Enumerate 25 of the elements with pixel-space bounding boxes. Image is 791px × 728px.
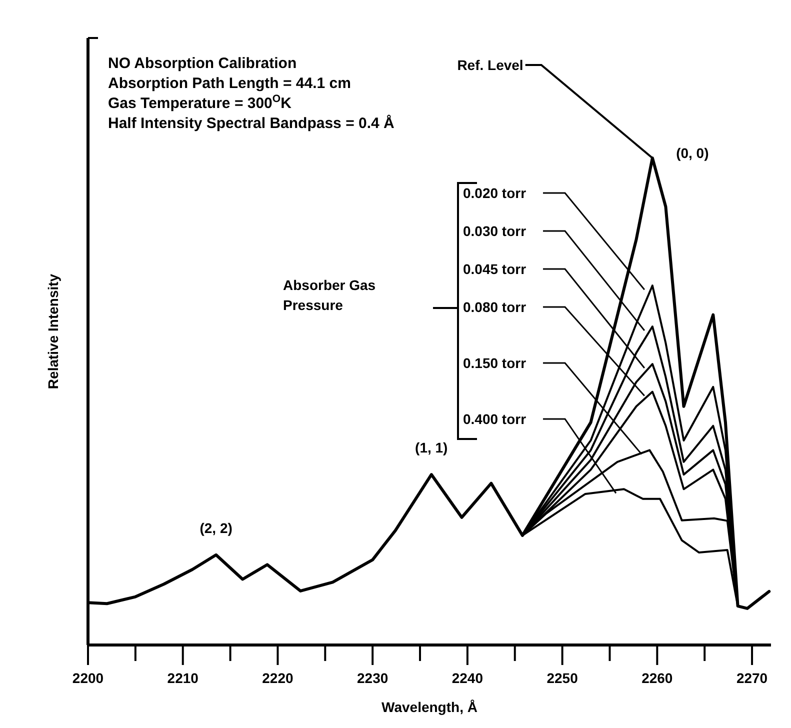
- annotation: (0, 0): [676, 145, 709, 161]
- text: 0.045 torr: [463, 261, 527, 277]
- x-tick-label: 2210: [167, 670, 199, 686]
- y-axis-title: Relative Intensity: [45, 274, 61, 390]
- x-tick-label: 2260: [642, 670, 673, 686]
- text: Half Intensity Spectral Bandpass = 0.4 Å: [108, 114, 395, 132]
- text: 0.400 torr: [463, 411, 527, 427]
- x-tick-label: 2230: [357, 670, 388, 686]
- x-tick-label: 2220: [262, 670, 294, 686]
- text: Gas Temperature = 300$^{O}$K: [108, 93, 292, 112]
- legend-label: 0.080 torr: [463, 299, 527, 315]
- text: 0.020 torr: [463, 185, 527, 201]
- annotation: (2, 2): [200, 520, 232, 536]
- legend-title: Absorber Gas Pressure: [283, 277, 376, 313]
- x-tick-label: 2240: [452, 670, 484, 686]
- x-tick-label: 2200: [72, 670, 104, 686]
- annotation: (1, 1): [415, 440, 448, 456]
- x-axis-title: Wavelength, Å: [382, 699, 478, 715]
- text: 0.030 torr: [463, 223, 527, 239]
- text: Ref. Level: [457, 57, 524, 73]
- x-tick-label: 2250: [546, 670, 578, 686]
- text: 0.150 torr: [463, 355, 527, 371]
- text: Absorption Path Length = 44.1 cm: [108, 75, 351, 92]
- x-tick-label: 2270: [736, 670, 768, 686]
- text: NO Absorption Calibration: [108, 55, 297, 72]
